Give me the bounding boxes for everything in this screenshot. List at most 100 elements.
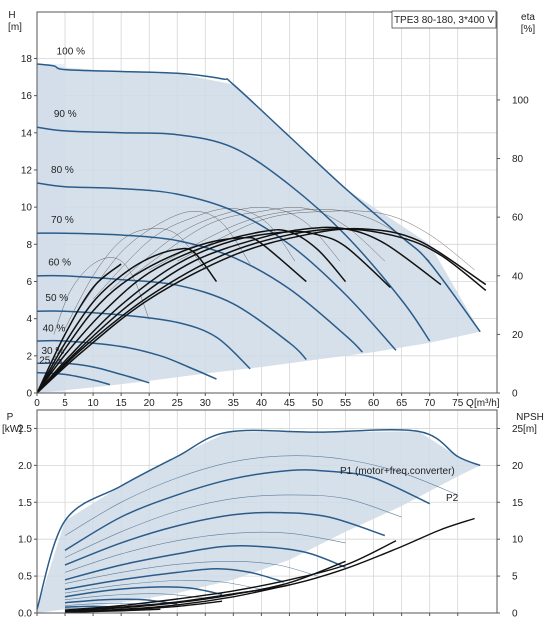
p-axis-label: P [7,412,14,423]
p-axis-unit: [kW] [2,424,22,435]
eff-curve-thin-5 [132,207,385,277]
x-axis-unit: [m³/h] [474,398,500,409]
speed-curve-3 [36,232,363,353]
head-x-tick-label: 10 [88,398,100,409]
p2-curve-4 [64,580,262,594]
speed-label: 25 % [39,355,62,366]
head-y-tick-label: 16 [21,91,33,102]
power-y2-tick-label: 15 [512,498,524,509]
head-y2-tick-label: 0 [512,389,518,400]
head-x-tick-label: 60 [368,398,380,409]
speed-label: 70 % [51,215,74,226]
y-axis-unit: [m] [8,22,22,33]
speed-label: 60 % [48,258,71,269]
speed-curve-0 [36,63,481,333]
title-frame [391,10,497,29]
speed-curve-4 [36,274,307,361]
p1-curve-0 [36,428,481,610]
head-x-tick-label: 50 [312,398,324,409]
speed-curve-2 [36,182,397,351]
y2-axis-unit: [%] [521,24,536,35]
operating-area [37,64,481,393]
head-chart: 100 % 90 % 80 % 70 % 60 % 50 % 40 % 30 %25 % 0 2 4… [8,10,535,409]
speed-label: 80 % [51,165,74,176]
eff-curve-7 [36,227,487,394]
power-y2-tick-label: 0 [512,609,518,620]
eff-curve-thin-2 [81,211,251,306]
eff-curve-thin-4 [109,207,341,291]
p1-curve-4 [64,567,285,591]
p2-curve-1 [64,494,402,558]
chart-title: TPE3 80-180, 3*400 V [394,15,494,26]
speed-curve-1 [36,126,431,342]
power-y2-tick-label: 5 [512,572,518,583]
eff-curve-thin-1 [64,228,206,329]
eff-curve-5 [36,226,442,394]
power-plot-frame [36,409,498,614]
p2-curve-5 [64,593,206,600]
speed-label: 40 % [43,324,66,335]
power-y-tick-label: 0.5 [18,572,32,583]
head-plot-frame [36,11,498,394]
head-x-tick-label: 40 [256,398,268,409]
head-x-tick-label: 5 [62,398,68,409]
head-y2-tick-label: 40 [512,271,524,282]
head-y-tick-label: 14 [21,128,33,139]
power-y2-tick-label: 20 [512,461,524,472]
speed-label: 30 % [41,346,64,357]
y-axis-label: H [8,10,15,21]
head-y-tick-label: 12 [21,165,33,176]
head-y-tick-label: 2 [26,351,32,362]
power-y2-tick-label: 25 [512,424,524,435]
head-y2-tick-label: 100 [512,95,529,106]
speed-label: 100 % [57,47,85,58]
eff-curve-thin-7 [177,210,475,271]
head-x-tick-label: 75 [452,398,464,409]
head-y2-tick-label: 20 [512,330,524,341]
p1-curve-2 [64,511,386,566]
head-x-tick-label: 45 [284,398,296,409]
speed-label: 90 % [54,109,77,120]
p1-curve-6 [64,598,178,605]
head-x-tick-label: 15 [116,398,128,409]
power-y2-tick-label: 10 [512,535,524,546]
head-x-tick-label: 70 [424,398,436,409]
p1-series-label: P1 (motor+freq.converter) [340,466,455,477]
eff-curve-0 [36,263,122,394]
eff-curve-3 [36,229,347,394]
power-y-tick-label: 1.5 [18,498,32,509]
head-y-tick-label: 6 [26,277,32,288]
p2-curve-2 [64,531,346,573]
head-x-tick-label: 30 [200,398,212,409]
power-y-tick-label: 1.0 [18,535,32,546]
head-y-tick-label: 0 [26,389,32,400]
y2-axis-label: eta [521,12,535,23]
speed-label: 50 % [45,293,68,304]
speed-curve-5 [36,310,251,370]
power-y-tick-label: 2.0 [18,461,32,472]
x-axis-label: Q [466,398,474,409]
npsh-curve-1 [64,540,397,611]
eff-curve-4 [36,230,391,394]
p2-curve-3 [64,560,318,584]
head-y-tick-label: 8 [26,240,32,251]
eff-curve-thin-3 [92,208,296,300]
npsh-axis-unit: [m] [523,424,537,435]
p2-curve-0 [64,455,458,536]
head-x-tick-label: 20 [144,398,156,409]
head-x-tick-label: 0 [34,398,40,409]
npsh-curve-5 [64,608,161,613]
p1-curve-5 [64,586,223,598]
head-x-tick-label: 65 [396,398,408,409]
npsh-axis-label: NPSH [516,412,544,423]
title-box: TPE3 80-180, 3*400 V [391,10,497,29]
head-y-tick-label: 4 [26,314,32,325]
eff-curve-thin-0 [53,257,150,335]
power-y-tick-label: 0.0 [18,609,32,620]
eff-curve-6 [36,228,487,394]
p2-series-label: P2 [446,493,459,504]
head-x-tick-label: 25 [172,398,184,409]
eff-curve-thin-6 [149,209,430,271]
head-y-tick-label: 10 [21,203,33,214]
power-y-tick-label: 2.5 [18,424,32,435]
